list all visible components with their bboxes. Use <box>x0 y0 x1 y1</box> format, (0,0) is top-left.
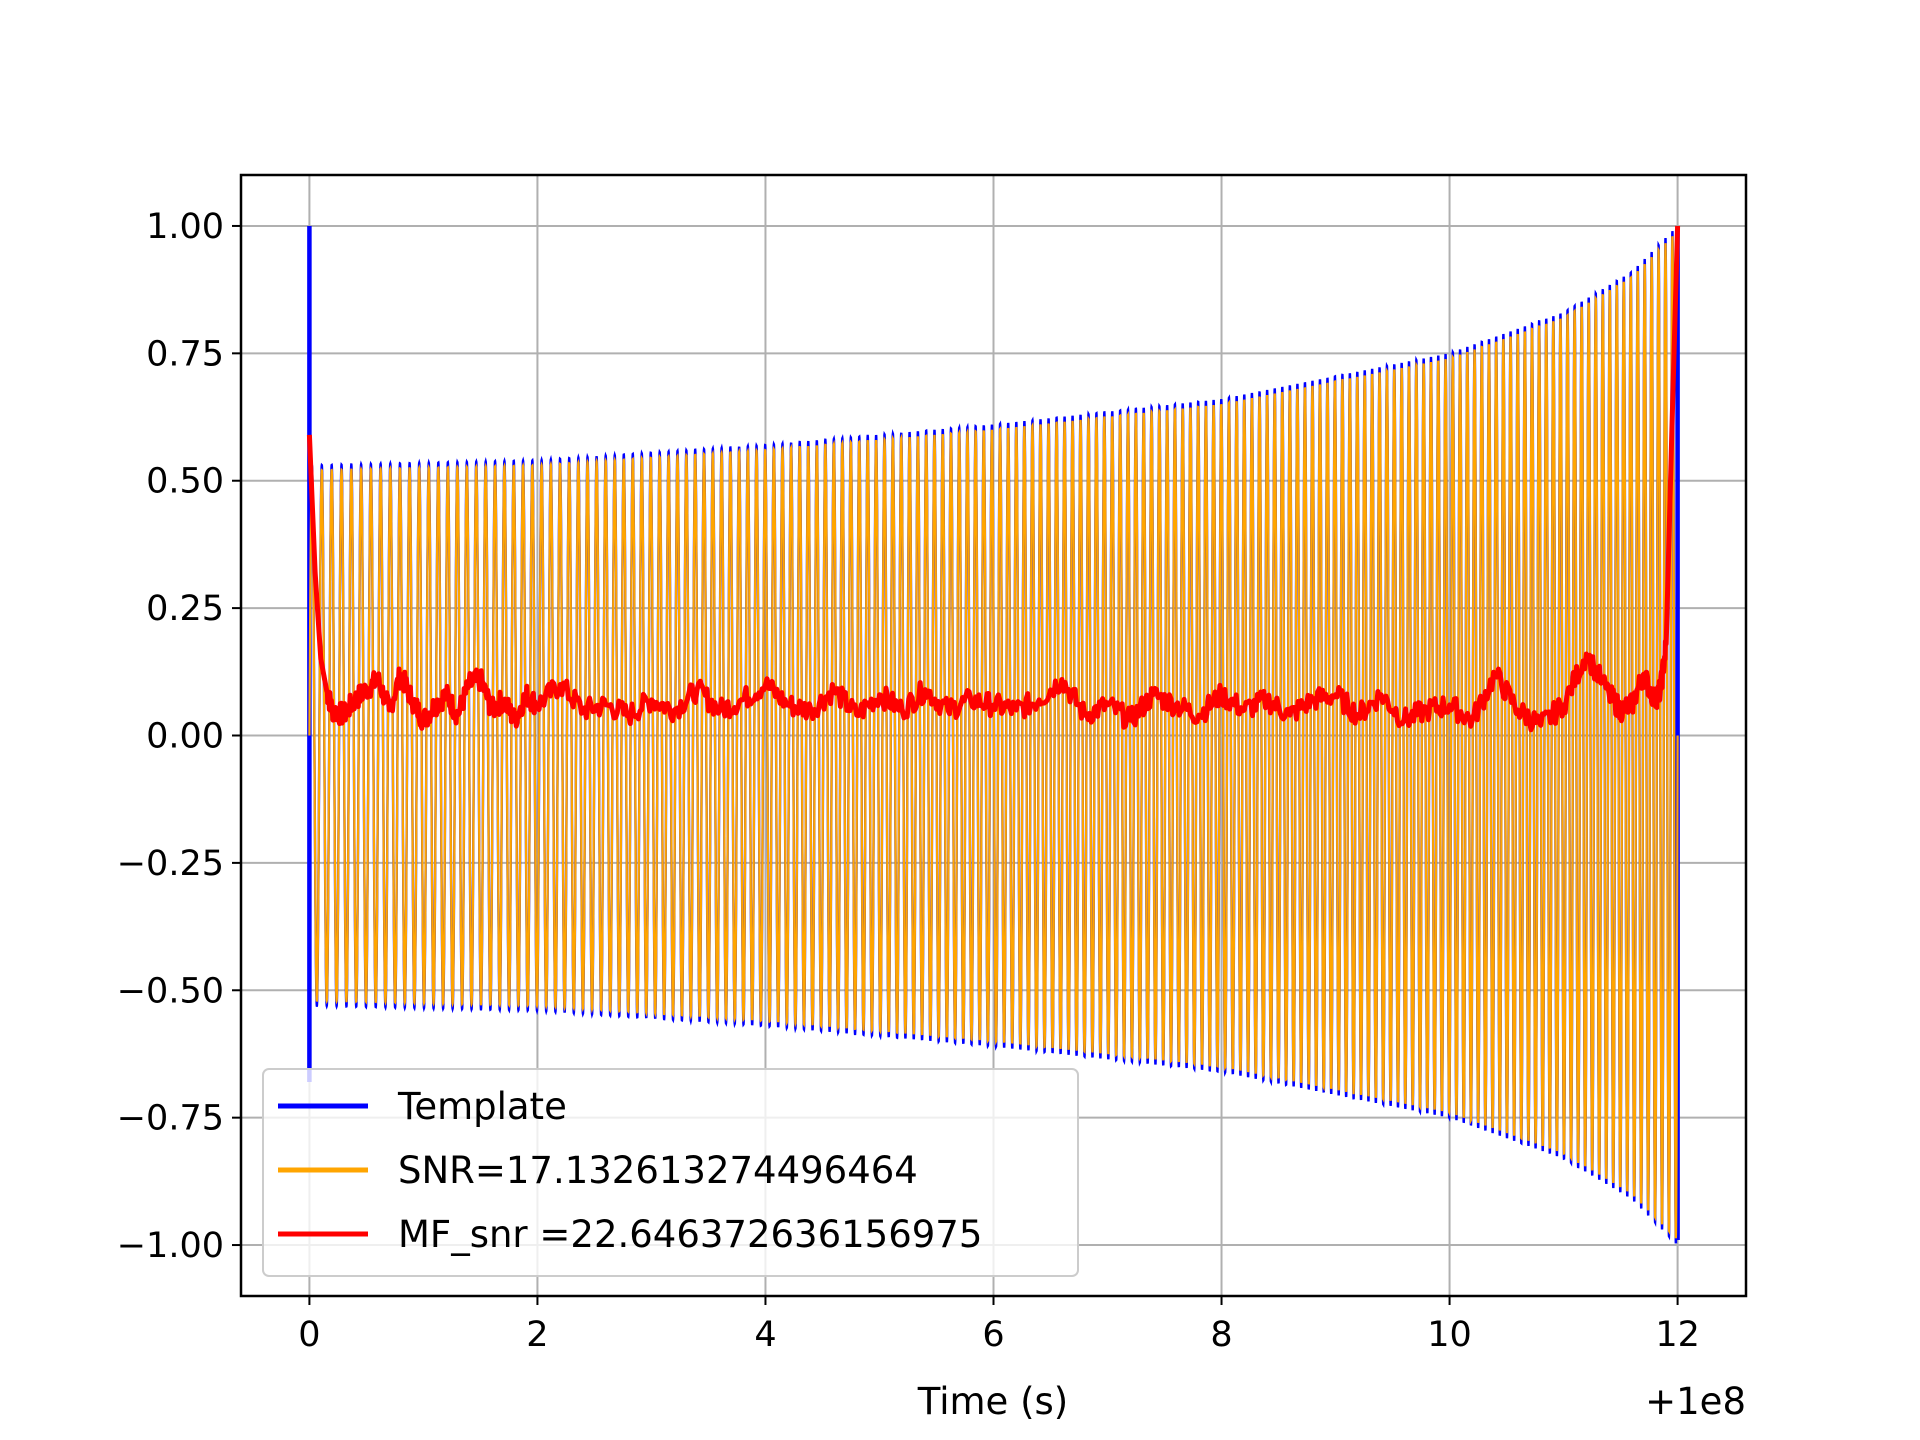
y-tick-label: 1.00 <box>146 207 224 247</box>
legend-box <box>262 1068 1079 1277</box>
x-tick-label: 4 <box>754 1315 776 1355</box>
series-layer <box>306 225 1681 1244</box>
legend-label-mf-snr: MF_snr =22.646372636156975 <box>398 1213 982 1256</box>
x-tick-label: 0 <box>298 1315 320 1355</box>
y-tick-label: −0.25 <box>117 844 224 884</box>
x-offset-label: +1e8 <box>1645 1380 1746 1423</box>
series-snr-17-132613274496464 <box>308 236 1679 1239</box>
x-tick-label: 2 <box>526 1315 548 1355</box>
legend-label-snr: SNR=17.132613274496464 <box>398 1149 918 1192</box>
y-tick-label: −1.00 <box>117 1226 224 1266</box>
y-tick-label: −0.50 <box>117 971 224 1011</box>
series-mf-snr-22-646372636156975 <box>306 225 1681 733</box>
x-tick-label: 10 <box>1427 1315 1472 1355</box>
y-tick-label: 0.75 <box>146 334 224 374</box>
y-tick-label: 0.50 <box>146 462 224 502</box>
x-axis-title: Time (s) <box>917 1380 1068 1423</box>
series-line-snr-17-132613274496464 <box>308 236 1679 1239</box>
axis-ticks: 0 2 4 6 8 10 12 1.00 0.75 0.50 0.25 0.00 −0.25 −0.50 −… <box>117 207 1700 1355</box>
x-tick-label: 8 <box>1210 1315 1232 1355</box>
x-tick-label: 6 <box>982 1315 1004 1355</box>
y-tick-label: 0.00 <box>146 717 224 757</box>
legend-label-template: Template <box>397 1085 567 1128</box>
y-tick-label: −0.75 <box>117 1099 224 1139</box>
x-tick-label: 12 <box>1655 1315 1700 1355</box>
y-tick-label: 0.25 <box>146 589 224 629</box>
series-line-mf-snr-22-646372636156975 <box>306 225 1681 733</box>
legend: Template SNR=17.132613274496464 MF_snr =… <box>262 1068 1079 1277</box>
